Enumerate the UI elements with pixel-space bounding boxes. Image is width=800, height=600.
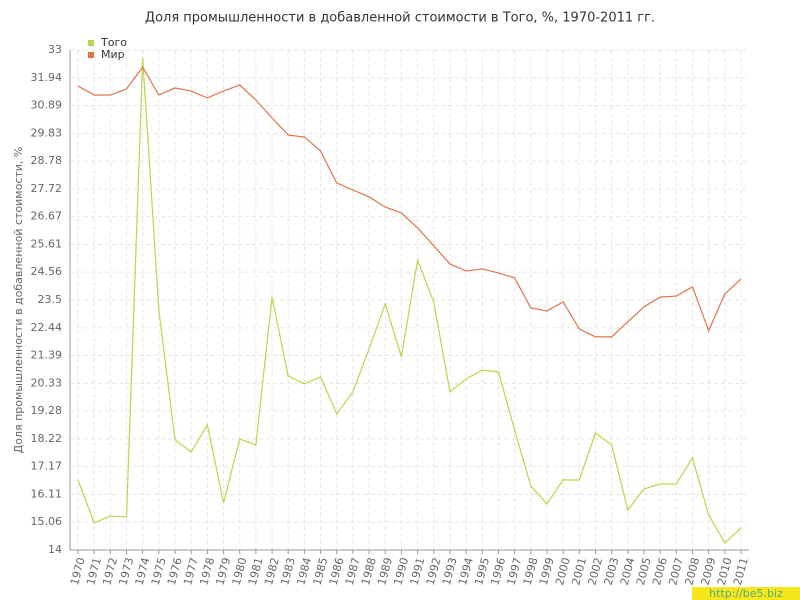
series-line: [77, 66, 742, 338]
y-axis-label: Доля промышленности в добавленной стоимо…: [12, 147, 25, 454]
y-tick-label: 25.61: [31, 237, 63, 250]
legend-label: Мир: [101, 48, 125, 61]
y-tick-label: 29.83: [31, 126, 63, 139]
watermark-bg: [692, 587, 800, 600]
y-tick-label: 23.5: [38, 293, 63, 306]
legend-swatch: [88, 52, 94, 58]
watermark: http://be5.biz: [709, 587, 783, 600]
y-tick-label: 15.06: [31, 515, 63, 528]
y-tick-label: 14: [48, 543, 62, 556]
y-tick-label: 28.78: [31, 154, 63, 167]
y-tick-label: 22.44: [31, 321, 63, 334]
legend-label: Того: [100, 36, 127, 49]
y-tick-label: 21.39: [31, 349, 63, 362]
y-tick-label: 30.89: [31, 99, 63, 112]
series-line: [77, 57, 742, 544]
y-tick-label: 20.33: [31, 376, 63, 389]
y-tick-label: 26.67: [31, 210, 63, 223]
y-tick-label: 27.72: [31, 182, 63, 195]
y-tick-label: 17.17: [31, 460, 63, 473]
legend-swatch: [88, 40, 94, 46]
y-tick-label: 33: [48, 43, 62, 56]
y-tick-label: 19.28: [31, 404, 63, 417]
y-tick-label: 16.11: [31, 487, 63, 500]
chart-title: Доля промышленности в добавленной стоимо…: [145, 11, 655, 26]
y-tick-label: 24.56: [31, 265, 63, 278]
y-tick-label: 18.22: [31, 432, 63, 445]
y-tick-label: 31.94: [31, 71, 63, 84]
